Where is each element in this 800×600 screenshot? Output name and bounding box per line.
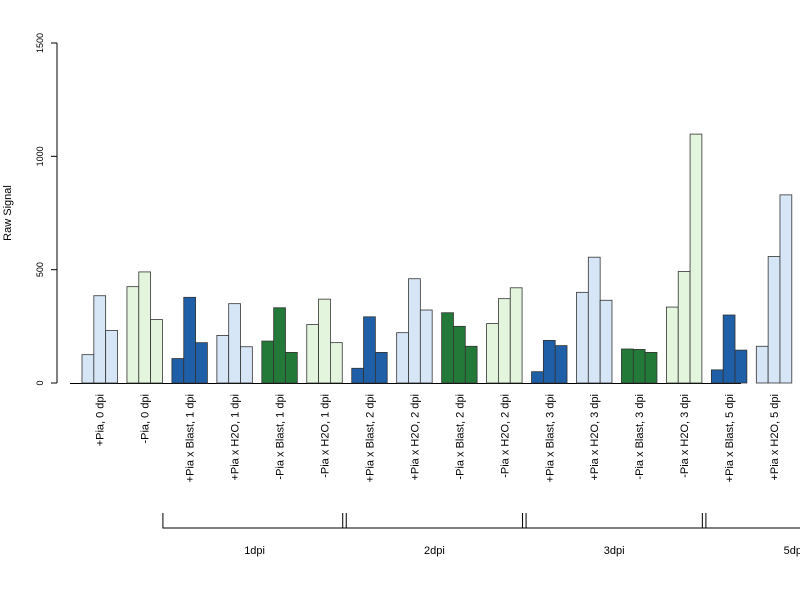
group-bracket [701,513,800,529]
x-category-label: -Pia, 0 dpi [140,394,152,444]
bar [408,278,421,384]
bar [767,256,781,384]
bar [576,291,589,384]
group-label: 3dpi [604,545,625,557]
bar [677,271,691,384]
y-tick-label: 1000 [35,146,45,166]
bar [621,348,634,384]
group-label: 1dpi [244,545,265,557]
bar [396,332,409,384]
bar [183,296,196,384]
bar [351,367,364,384]
bar [734,349,748,384]
bar [498,298,511,384]
bar [93,295,107,384]
x-category-label: -Pia x Blast, 1 dpi [275,394,287,480]
bar [689,133,703,384]
bar [81,354,95,384]
bar [666,306,679,384]
bar [632,349,646,384]
bar [486,323,499,384]
bar [644,351,658,384]
bar [330,342,343,384]
x-category-label: +Pia x Blast, 1 dpi [185,394,197,482]
y-tick-label: 0 [35,380,45,385]
bar [318,298,331,384]
bar [453,325,466,384]
bar [374,351,388,384]
bar [228,303,241,384]
bar [105,330,118,384]
category-labels: +Pia, 0 dpi -Pia, 0 dpi +Pia x Blast, 1 dp… [95,394,781,482]
bar [273,307,286,384]
bar [599,299,613,384]
x-category-label: -Pia x H2O, 2 dpi [499,394,511,478]
y-tick-label: 500 [35,262,45,277]
y-tick-label: 1500 [35,33,45,53]
bar [554,345,568,384]
bar [126,286,140,384]
group-bracket [522,513,707,529]
bar [138,271,152,384]
bar [285,351,298,384]
bar [240,346,253,384]
bar [419,309,433,384]
bar [531,371,544,384]
x-category-label: +Pia x Blast, 2 dpi [365,394,377,482]
x-category-label: +Pia x Blast, 5 dpi [724,394,736,482]
group-label: 2dpi [424,545,445,557]
group-bracket [162,513,347,529]
y-axis-title: Raw Signal [2,185,14,241]
x-category-label: +Pia x H2O, 2 dpi [409,394,421,481]
bar [464,345,478,384]
bar [755,345,769,384]
bar [710,369,724,384]
bar [216,334,230,384]
x-category-label: -Pia x Blast, 2 dpi [454,394,466,480]
y-axis: 0 500 1000 1500 [35,33,58,386]
bar [363,316,376,384]
bar [587,256,601,384]
bar [779,194,793,384]
group-bracket [342,513,527,529]
x-category-label: +Pia x H2O, 3 dpi [589,394,601,481]
bar [542,339,556,384]
bar [195,342,208,384]
x-category-label: +Pia x Blast, 3 dpi [544,394,556,482]
bar [171,358,185,384]
x-category-label: -Pia x Blast, 3 dpi [634,394,646,480]
bar [306,324,319,384]
x-category-label: +Pia x H2O, 5 dpi [769,394,781,481]
x-category-label: -Pia x H2O, 3 dpi [679,394,691,478]
bar [722,314,736,384]
bar [150,319,163,384]
x-category-label: +Pia x H2O, 1 dpi [230,394,242,481]
bar [509,287,523,384]
x-category-label: -Pia x H2O, 1 dpi [320,394,332,478]
x-category-label: +Pia, 0 dpi [95,394,107,446]
bars [81,133,793,384]
bar [261,340,275,384]
bar [441,312,454,384]
